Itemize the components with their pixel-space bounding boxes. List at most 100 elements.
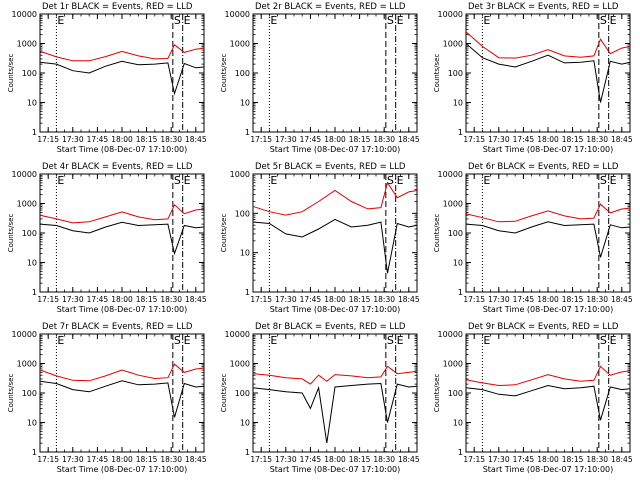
y-axis-label: Counts/sec <box>220 214 228 253</box>
x-tick-label: 18:15 <box>136 135 158 144</box>
y-tick-label: 10 <box>453 419 463 428</box>
x-tick-label: 18:45 <box>398 135 420 144</box>
x-tick-label: 17:45 <box>513 295 535 304</box>
x-tick-label: 18:00 <box>324 135 346 144</box>
y-tick-label: 10000 <box>225 10 250 19</box>
plot-frame <box>39 173 205 293</box>
y-tick-label: 10 <box>240 99 250 108</box>
events-series-line <box>40 221 204 256</box>
y-tick-label: 100 <box>448 389 463 398</box>
panel-title: Det 9r BLACK = Events, RED = LLD <box>468 322 619 332</box>
x-tick-label: 17:30 <box>275 295 297 304</box>
x-tick-label: 18:00 <box>111 455 133 464</box>
panel-det-6r: Det 6r BLACK = Events, RED = LLD 1 10 100 10… <box>433 162 633 314</box>
events-series-line <box>40 60 204 96</box>
lld-series-line <box>466 203 630 223</box>
events-series-line <box>466 43 630 103</box>
marker-label: E <box>57 174 64 187</box>
x-tick-label: 18:15 <box>136 295 158 304</box>
x-axis-label: Start Time (08-Dec-07 17:10:00) <box>270 465 401 474</box>
x-tick-label: 18:15 <box>349 135 371 144</box>
lld-series-line <box>40 203 204 224</box>
x-axis-label: Start Time (08-Dec-07 17:10:00) <box>483 465 614 474</box>
y-axis-label: Counts/sec <box>220 54 228 93</box>
marker-label: S <box>600 334 607 347</box>
lld-series-line <box>466 31 630 59</box>
x-tick-label: 18:30 <box>586 295 608 304</box>
y-tick-label: 10 <box>453 259 463 268</box>
marker-label: E <box>483 334 490 347</box>
x-tick-label: 17:30 <box>275 455 297 464</box>
y-tick-label: 10000 <box>12 330 37 339</box>
panel-det-2r: Det 2r BLACK = Events, RED = LLD 1 10 100 10… <box>220 2 420 154</box>
events-series-line <box>466 221 630 258</box>
panel-title: Det 6r BLACK = Events, RED = LLD <box>468 162 619 172</box>
marker-label: E <box>270 334 277 347</box>
x-tick-label: 18:15 <box>349 455 371 464</box>
marker-label: S <box>174 14 181 27</box>
x-tick-label: 18:00 <box>537 455 559 464</box>
marker-label: E <box>270 174 277 187</box>
x-tick-label: 17:15 <box>250 455 272 464</box>
marker-label: E <box>483 174 490 187</box>
x-tick-label: 17:45 <box>87 135 109 144</box>
panel-det-8r: Det 8r BLACK = Events, RED = LLD 1 10 100 10… <box>220 322 420 474</box>
x-tick-label: 18:15 <box>562 455 584 464</box>
marker-label: E <box>610 174 617 187</box>
x-tick-label: 17:45 <box>300 295 322 304</box>
plot-frame <box>39 333 205 453</box>
marker-label: E <box>397 174 404 187</box>
y-tick-label: 1 <box>458 288 463 297</box>
marker-label: E <box>483 14 490 27</box>
x-axis-label: Start Time (08-Dec-07 17:10:00) <box>57 465 188 474</box>
y-axis-label: Counts/sec <box>7 54 15 93</box>
x-tick-label: 17:45 <box>87 295 109 304</box>
y-tick-label: 100 <box>235 69 250 78</box>
x-axis-label: Start Time (08-Dec-07 17:10:00) <box>57 305 188 314</box>
x-tick-label: 18:45 <box>185 135 207 144</box>
panel-title: Det 3r BLACK = Events, RED = LLD <box>468 2 619 12</box>
x-tick-label: 18:00 <box>537 135 559 144</box>
y-axis-label: Counts/sec <box>433 374 441 413</box>
events-series-line <box>40 380 204 418</box>
y-axis-label: Counts/sec <box>433 214 441 253</box>
x-tick-label: 17:30 <box>275 135 297 144</box>
x-tick-label: 18:30 <box>160 135 182 144</box>
panel-det-7r: Det 7r BLACK = Events, RED = LLD 1 10 100 10… <box>7 322 207 474</box>
marker-label: S <box>174 174 181 187</box>
x-tick-label: 18:45 <box>611 295 633 304</box>
marker-label: S <box>174 334 181 347</box>
x-tick-label: 18:30 <box>586 135 608 144</box>
y-tick-label: 1 <box>32 128 37 137</box>
y-tick-label: 10000 <box>438 330 463 339</box>
y-axis-label: Counts/sec <box>220 374 228 413</box>
x-tick-label: 18:45 <box>398 295 420 304</box>
y-tick-label: 1 <box>245 288 250 297</box>
x-tick-label: 18:30 <box>373 295 395 304</box>
marker-label: S <box>387 174 394 187</box>
y-tick-label: 100 <box>235 389 250 398</box>
x-tick-label: 18:45 <box>611 455 633 464</box>
y-tick-label: 1 <box>32 288 37 297</box>
y-tick-label: 1000 <box>230 170 250 179</box>
x-tick-label: 17:15 <box>37 295 59 304</box>
marker-label: S <box>600 174 607 187</box>
x-tick-label: 18:30 <box>373 455 395 464</box>
y-tick-label: 1000 <box>17 360 37 369</box>
y-tick-label: 1000 <box>443 200 463 209</box>
marker-label: E <box>397 334 404 347</box>
x-tick-label: 17:30 <box>62 135 84 144</box>
x-tick-label: 18:30 <box>586 455 608 464</box>
x-tick-label: 17:15 <box>37 135 59 144</box>
plot-frame <box>39 13 205 133</box>
marker-label: E <box>184 14 191 27</box>
x-tick-label: 17:15 <box>250 135 272 144</box>
panel-title: Det 4r BLACK = Events, RED = LLD <box>42 162 193 172</box>
panel-title: Det 1r BLACK = Events, RED = LLD <box>42 2 193 12</box>
marker-label: S <box>387 334 394 347</box>
y-tick-label: 1 <box>245 448 250 457</box>
x-tick-label: 18:00 <box>324 295 346 304</box>
panel-title: Det 8r BLACK = Events, RED = LLD <box>255 322 406 332</box>
panel-title: Det 5r BLACK = Events, RED = LLD <box>255 162 406 172</box>
x-tick-label: 18:30 <box>373 135 395 144</box>
